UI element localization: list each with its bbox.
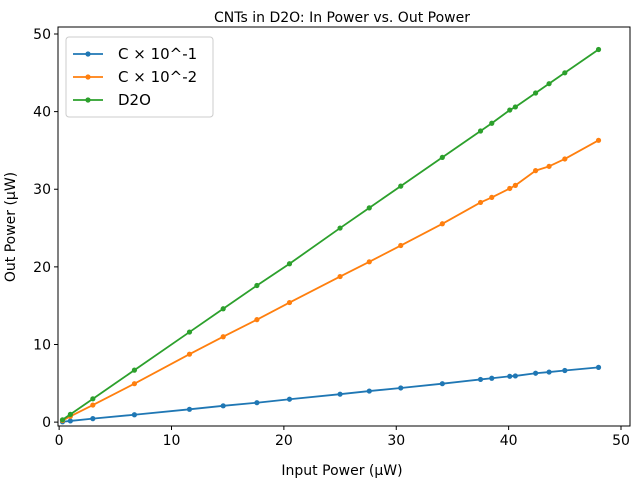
data-point bbox=[254, 400, 260, 406]
data-point bbox=[131, 367, 138, 373]
legend-label: C × 10^-1 bbox=[118, 45, 197, 63]
legend-label: D2O bbox=[118, 91, 151, 109]
data-point bbox=[512, 104, 518, 110]
legend-marker bbox=[85, 97, 91, 103]
data-point bbox=[533, 90, 539, 96]
data-point bbox=[90, 402, 96, 408]
data-point bbox=[546, 163, 552, 169]
y-tick-label: 10 bbox=[33, 337, 51, 353]
x-tick-label: 50 bbox=[612, 433, 630, 449]
data-point bbox=[398, 183, 404, 189]
data-point bbox=[254, 317, 260, 323]
data-point bbox=[67, 411, 73, 417]
series-line-1 bbox=[62, 139, 599, 422]
data-point bbox=[59, 417, 66, 423]
data-point bbox=[546, 81, 552, 87]
y-tick-label: 30 bbox=[33, 182, 51, 198]
data-point bbox=[546, 369, 552, 375]
legend-marker bbox=[85, 51, 91, 57]
data-point bbox=[67, 418, 73, 424]
legend-label: C × 10^-2 bbox=[118, 68, 197, 86]
data-point bbox=[507, 373, 513, 379]
data-point bbox=[489, 375, 495, 381]
data-point bbox=[90, 396, 96, 402]
data-point bbox=[186, 351, 193, 357]
data-point bbox=[220, 306, 226, 312]
data-point bbox=[286, 299, 293, 306]
data-point bbox=[131, 412, 138, 418]
data-point bbox=[186, 329, 193, 335]
data-point bbox=[512, 182, 518, 188]
data-point bbox=[439, 154, 445, 161]
legend-marker bbox=[85, 74, 91, 80]
x-axis-title: Input Power (μW) bbox=[281, 463, 402, 479]
legend: C × 10^-1 C × 10^-2 D2O bbox=[65, 36, 214, 118]
data-point bbox=[595, 137, 602, 143]
x-tick-label: 40 bbox=[500, 433, 518, 449]
data-point bbox=[131, 381, 138, 387]
data-point bbox=[286, 261, 293, 267]
plot-area-frame bbox=[57, 26, 631, 427]
data-point bbox=[220, 334, 226, 340]
data-point bbox=[477, 376, 484, 383]
x-tick-label: 20 bbox=[275, 433, 293, 449]
x-tick-label: 30 bbox=[387, 433, 405, 449]
data-point bbox=[562, 70, 568, 76]
data-point bbox=[489, 194, 495, 200]
legend-frame bbox=[65, 36, 214, 118]
data-point bbox=[337, 391, 343, 397]
y-tick-label: 0 bbox=[42, 415, 51, 431]
data-point bbox=[398, 385, 404, 391]
data-point bbox=[439, 221, 445, 227]
y-axis-title: Out Power (μW) bbox=[3, 172, 19, 282]
data-point bbox=[366, 259, 372, 265]
data-point bbox=[489, 120, 495, 126]
y-tick-label: 40 bbox=[33, 105, 51, 121]
data-point bbox=[366, 205, 372, 211]
data-point bbox=[562, 367, 568, 374]
data-point bbox=[337, 273, 343, 280]
data-point bbox=[533, 370, 539, 376]
x-axis: 0 10 20 30 40 50 bbox=[55, 426, 630, 449]
data-point bbox=[477, 199, 484, 206]
y-axis: 0 10 20 30 40 50 bbox=[33, 27, 58, 431]
data-point bbox=[562, 156, 568, 162]
series-layer bbox=[59, 46, 602, 425]
data-point bbox=[398, 242, 404, 249]
chart-title: CNTs in D2O: In Power vs. Out Power bbox=[214, 10, 470, 26]
data-point bbox=[186, 406, 193, 412]
series-line-0 bbox=[62, 366, 599, 423]
data-point bbox=[507, 185, 513, 192]
data-point bbox=[337, 225, 343, 231]
y-tick-label: 50 bbox=[33, 27, 51, 43]
data-point bbox=[286, 396, 293, 402]
data-point bbox=[533, 168, 539, 174]
x-tick-label: 0 bbox=[55, 433, 64, 449]
data-point bbox=[507, 107, 513, 113]
data-point bbox=[595, 364, 602, 370]
data-point bbox=[366, 388, 372, 394]
data-point bbox=[595, 46, 602, 53]
data-point bbox=[439, 381, 445, 387]
y-tick-label: 20 bbox=[33, 260, 51, 276]
data-point bbox=[512, 373, 518, 379]
data-point bbox=[220, 403, 226, 409]
x-tick-label: 10 bbox=[163, 433, 181, 449]
data-point bbox=[90, 416, 96, 422]
series-line-2 bbox=[61, 48, 600, 421]
data-point bbox=[477, 128, 484, 134]
data-point bbox=[254, 282, 260, 289]
